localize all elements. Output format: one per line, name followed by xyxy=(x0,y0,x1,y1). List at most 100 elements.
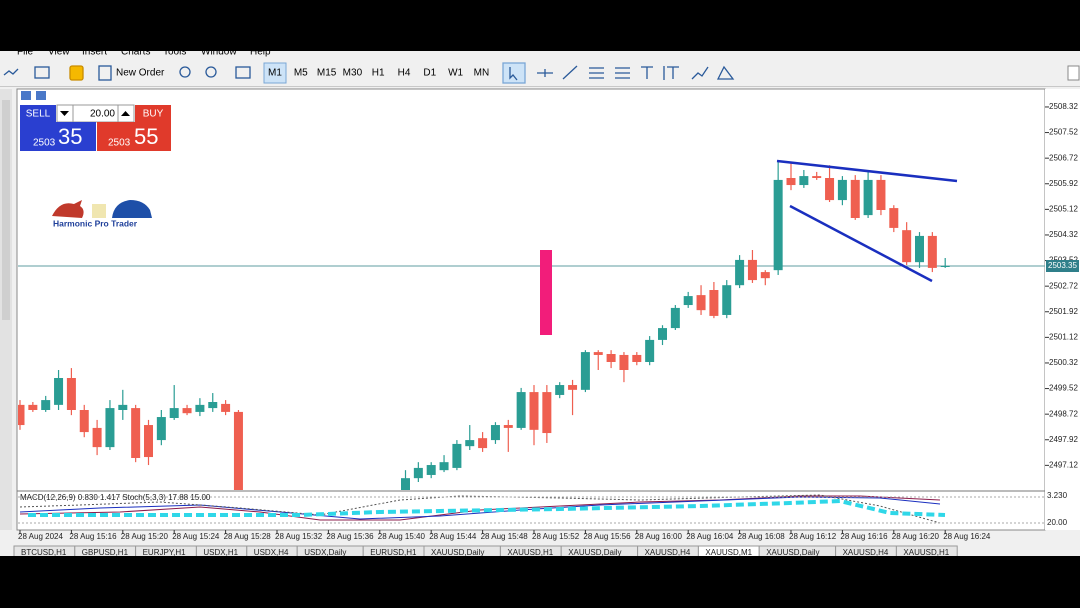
tab-label[interactable]: XAUUSD,Daily xyxy=(431,548,484,557)
candle-body xyxy=(105,408,115,448)
x-tick-label: 28 Aug 15:24 xyxy=(172,532,220,541)
candle-body xyxy=(722,285,732,315)
trend-line-lower[interactable] xyxy=(789,204,933,283)
tab-label[interactable]: USDX,H1 xyxy=(203,548,238,557)
menu-item[interactable]: Tools xyxy=(163,47,186,58)
tab-label[interactable]: XAUUSD,H4 xyxy=(843,548,889,557)
x-tick-label: 28 Aug 16:16 xyxy=(840,532,888,541)
template-icon[interactable] xyxy=(34,66,50,79)
screenshot-icon[interactable] xyxy=(235,66,251,79)
candle-body xyxy=(426,465,436,475)
candle-body xyxy=(195,404,205,412)
menu-item[interactable]: View xyxy=(48,47,70,58)
text-icon[interactable] xyxy=(641,66,653,79)
timeframe-button[interactable]: M15 xyxy=(317,68,337,79)
menu-item[interactable]: Insert xyxy=(82,47,107,58)
timeframe-button[interactable]: D1 xyxy=(423,68,436,79)
one-click-panel xyxy=(20,91,171,151)
timeframe-button[interactable]: M5 xyxy=(294,68,308,79)
candle-body xyxy=(131,408,141,458)
volume-arrow xyxy=(60,111,69,116)
arrows-icon[interactable] xyxy=(716,65,735,80)
zoom-out-icon[interactable] xyxy=(205,66,217,78)
fibo-icon[interactable] xyxy=(615,67,630,79)
x-tick-label: 28 Aug 15:20 xyxy=(121,532,169,541)
scrollbar-thumb[interactable] xyxy=(2,100,10,320)
tab-label[interactable]: XAUUSD,H1 xyxy=(903,548,949,557)
ask-box[interactable] xyxy=(97,122,171,151)
candle-body xyxy=(156,417,166,441)
tab-label[interactable]: BTCUSD,H1 xyxy=(21,548,67,557)
tab-label[interactable]: GBPUSD,H1 xyxy=(82,548,129,557)
candle-body xyxy=(902,230,912,263)
active-timeframe[interactable] xyxy=(263,62,287,84)
zoom-in-icon[interactable] xyxy=(179,66,191,78)
macd-histogram xyxy=(28,498,946,517)
menu: File View Insert Charts Tools Window Help xyxy=(17,47,271,58)
buy-label[interactable]: BUY xyxy=(143,109,164,120)
timeframe-button[interactable]: W1 xyxy=(448,68,463,79)
drawn-rectangle[interactable] xyxy=(540,250,552,335)
candle-body xyxy=(54,378,64,405)
x-tick-label: 28 Aug 15:32 xyxy=(275,532,323,541)
channel-icon[interactable] xyxy=(589,67,604,79)
timeframe-button[interactable]: M1 xyxy=(268,68,282,79)
window-close[interactable] xyxy=(1067,65,1080,81)
timeframe-button[interactable]: M30 xyxy=(343,68,363,79)
market-icon[interactable] xyxy=(69,65,84,81)
candle-body xyxy=(915,235,924,263)
trendline-icon[interactable] xyxy=(562,65,578,80)
sell-button[interactable] xyxy=(20,105,56,122)
menu-item[interactable]: File xyxy=(17,47,34,58)
logo-text: Harmonic Pro Trader xyxy=(53,218,138,228)
tab-label[interactable]: XAUUSD,H4 xyxy=(645,548,691,557)
candle-body xyxy=(799,176,809,186)
x-tick-label: 28 Aug 15:36 xyxy=(326,532,374,541)
tab-label[interactable]: XAUUSD,M1 xyxy=(705,548,752,557)
candle-body xyxy=(529,392,539,430)
timeframe-button[interactable]: MN xyxy=(474,68,490,79)
menu-item[interactable]: Help xyxy=(250,47,271,58)
panel-icon[interactable] xyxy=(21,91,31,100)
tab-label[interactable]: USDX,Daily xyxy=(304,548,346,557)
sell-label[interactable]: SELL xyxy=(26,109,51,120)
trend-line-upper[interactable] xyxy=(776,159,958,183)
macd-line xyxy=(19,495,941,521)
candle-body xyxy=(863,179,873,216)
candle-body xyxy=(786,178,796,186)
bid-box[interactable] xyxy=(20,122,96,151)
line-chart-icon[interactable] xyxy=(3,68,19,76)
x-tick-label: 28 Aug 16:20 xyxy=(892,532,940,541)
x-tick-label: 28 Aug 16:12 xyxy=(789,532,837,541)
candle-body xyxy=(696,295,706,311)
menu-item[interactable]: Charts xyxy=(121,47,150,58)
crosshair-icon[interactable] xyxy=(537,69,553,77)
tab-label[interactable]: XAUUSD,Daily xyxy=(766,548,819,557)
new-order-icon[interactable] xyxy=(98,65,112,81)
tab-label[interactable]: XAUUSD,Daily xyxy=(568,548,621,557)
timeframe-button[interactable]: H1 xyxy=(372,68,385,79)
candle-body xyxy=(876,179,886,210)
bull-icon xyxy=(52,200,84,218)
y-tick-label: 2499.52 xyxy=(1049,384,1078,393)
candle-body xyxy=(516,392,526,428)
new-order-button[interactable]: New Order xyxy=(116,68,165,79)
plot-area xyxy=(16,88,1046,531)
shapes-icon[interactable] xyxy=(691,66,709,80)
candle-body xyxy=(490,425,500,441)
timeframe-button[interactable]: H4 xyxy=(398,68,411,79)
tab-label[interactable]: XAUUSD,H1 xyxy=(507,548,553,557)
buy-button[interactable] xyxy=(135,105,171,122)
x-tick-label: 28 Aug 15:40 xyxy=(378,532,426,541)
tab-label[interactable]: EURUSD,H1 xyxy=(370,548,417,557)
panel-icon[interactable] xyxy=(36,91,46,100)
y-tick-label: 2505.92 xyxy=(1049,179,1078,188)
tab-label[interactable]: USDX,H4 xyxy=(254,548,289,557)
volume-arrow xyxy=(121,111,130,116)
label-icon[interactable] xyxy=(663,66,679,80)
menu-item[interactable]: Window xyxy=(201,47,237,58)
price-axis xyxy=(1045,89,1080,530)
tab-label[interactable]: EURJPY,H1 xyxy=(143,548,187,557)
indicator-scale-bottom: 20.00 xyxy=(1047,518,1068,527)
cursor-button[interactable] xyxy=(502,62,526,84)
